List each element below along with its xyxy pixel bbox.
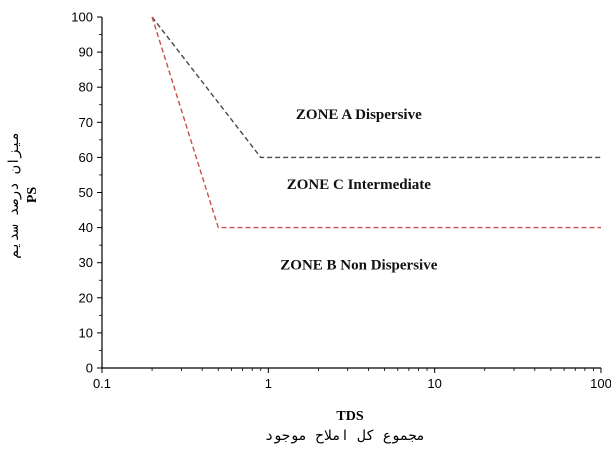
y-tick-label: 10 — [79, 325, 93, 340]
y-tick-label: 100 — [71, 10, 93, 25]
y-tick-label: 40 — [79, 220, 93, 235]
y-axis-label: میزان درصد سدیم — [6, 132, 22, 258]
x-tick-label: 100 — [590, 376, 611, 391]
x-axis-sublabel: مجموع کل املاح موجود — [265, 428, 425, 444]
y-tick-label: 50 — [79, 185, 93, 200]
ticks: 0 10 20 30 40 50 60 70 80 90 100 0.1 1 10 100 — [71, 10, 611, 392]
series-lines — [151, 16, 601, 229]
series-line-2 — [151, 16, 601, 229]
y-tick-label: 90 — [79, 45, 93, 60]
y-tick-label: 0 — [86, 361, 93, 376]
zone-annotations: ZONE A Dispersive ZONE C Intermediate ZONE… — [280, 107, 437, 274]
y-tick-label: 30 — [79, 255, 93, 270]
x-tick-label: 10 — [427, 376, 441, 391]
y-tick-label: 60 — [79, 150, 93, 165]
x-axis-label: TDS — [336, 409, 363, 424]
zone-label-1: ZONE A Dispersive — [296, 107, 422, 123]
y-tick-label: 20 — [79, 290, 93, 305]
x-tick-label: 1 — [265, 376, 272, 391]
zone-label-2: ZONE C Intermediate — [287, 177, 431, 193]
zone-label-3: ZONE B Non Dispersive — [280, 258, 437, 274]
y-axis-sublabel: PS — [25, 187, 40, 204]
y-tick-label: 70 — [79, 115, 93, 130]
x-tick-label: 0.1 — [93, 376, 111, 391]
y-tick-label: 80 — [79, 80, 93, 95]
series-line-1 — [151, 16, 601, 159]
